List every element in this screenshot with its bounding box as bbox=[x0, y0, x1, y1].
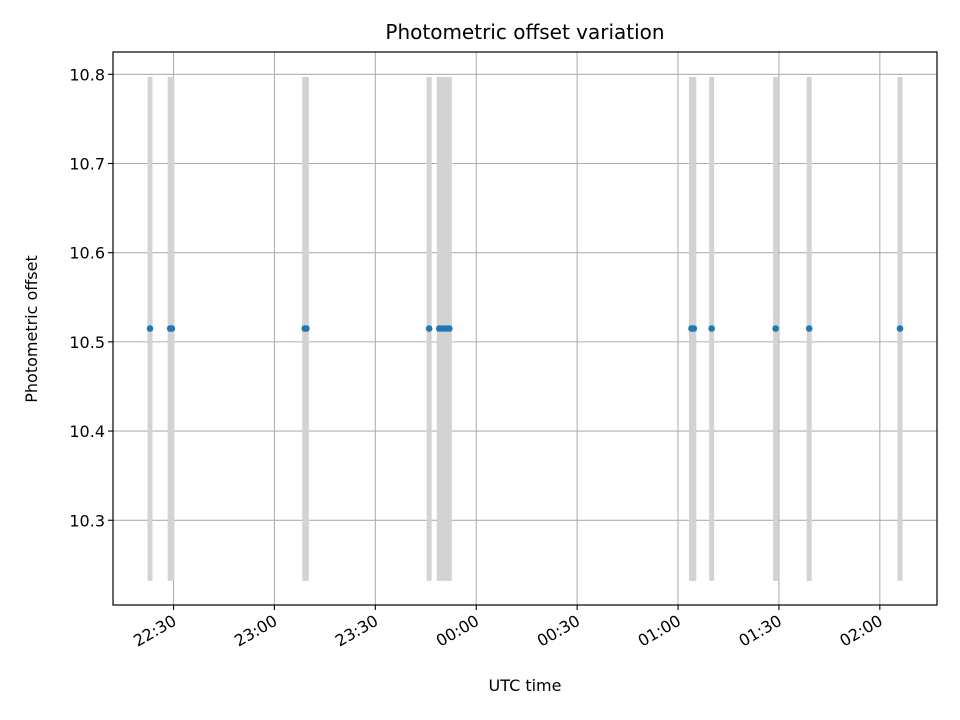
y-tick-label: 10.6 bbox=[69, 244, 105, 263]
grid bbox=[113, 52, 937, 605]
data-point bbox=[772, 325, 779, 332]
y-tick-label: 10.3 bbox=[69, 511, 105, 530]
data-point bbox=[805, 325, 813, 332]
y-tick-label: 10.7 bbox=[69, 154, 105, 173]
data-point bbox=[708, 325, 715, 332]
data-point bbox=[896, 325, 904, 332]
y-tick-label: 10.4 bbox=[69, 422, 105, 441]
chart-title: Photometric offset variation bbox=[385, 20, 664, 44]
data-points bbox=[146, 325, 904, 332]
data-point bbox=[425, 325, 433, 332]
data-point bbox=[146, 325, 154, 332]
y-tick-label: 10.8 bbox=[69, 65, 105, 84]
y-axis-ticks: 10.3 10.4 10.5 10.6 10.7 10.8 bbox=[69, 65, 113, 530]
data-point bbox=[303, 325, 310, 332]
data-point bbox=[690, 325, 698, 332]
plot-frame bbox=[112, 51, 938, 606]
y-tick-label: 10.5 bbox=[69, 333, 105, 352]
x-axis-label: UTC time bbox=[489, 676, 562, 695]
data-point bbox=[446, 325, 453, 332]
y-axis-label: Photometric offset bbox=[22, 255, 41, 403]
data-point bbox=[168, 325, 176, 332]
